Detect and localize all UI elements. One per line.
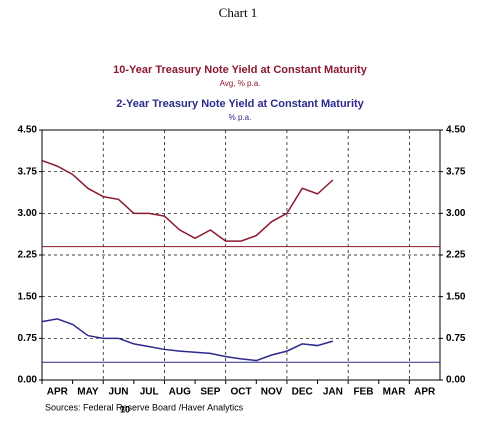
y2-tick-label: 0.75 [446, 333, 466, 344]
x-tick-label: SEP [200, 387, 220, 398]
y-tick-label: 1.50 [18, 291, 38, 302]
series-line [41, 318, 334, 362]
y-tick-label: 2.25 [18, 250, 38, 261]
chart-title: Chart 1 [219, 5, 258, 20]
source: Sources: Federal Reserve Board /Haver An… [45, 402, 244, 412]
y2-tick-label: 3.75 [446, 166, 466, 177]
x-tick-label: NOV [261, 387, 283, 398]
y-tick-label: 0.00 [18, 375, 38, 386]
x-tick-label: DEC [292, 387, 313, 398]
year-label: 10 [120, 404, 130, 414]
x-tick-label: JAN [323, 387, 343, 398]
x-tick-label: APR [414, 387, 436, 398]
y2-tick-label: 4.50 [446, 125, 466, 136]
y2-tick-label: 0.00 [446, 375, 466, 386]
legend-label: 2-Year Treasury Note Yield at Constant M… [116, 98, 364, 110]
x-tick-label: MAR [383, 387, 407, 398]
series-line [41, 159, 334, 242]
y-tick-label: 3.00 [18, 208, 38, 219]
y-tick-label: 3.75 [18, 166, 38, 177]
y-tick-label: 4.50 [18, 125, 38, 136]
legend-sub: Avg, % p.a. [220, 79, 261, 88]
legend-label: 10-Year Treasury Note Yield at Constant … [113, 64, 368, 76]
x-tick-label: MAY [77, 387, 99, 398]
x-tick-label: APR [47, 387, 69, 398]
x-tick-label: JUN [109, 387, 129, 398]
y2-tick-label: 1.50 [446, 291, 466, 302]
y2-tick-label: 3.00 [446, 208, 466, 219]
x-tick-label: AUG [169, 387, 191, 398]
x-tick-label: FEB [353, 387, 373, 398]
x-tick-label: JUL [140, 387, 159, 398]
y2-tick-label: 2.25 [446, 250, 466, 261]
legend-sub: % p.a. [229, 113, 252, 122]
y-tick-label: 0.75 [18, 333, 38, 344]
x-tick-label: OCT [230, 387, 251, 398]
